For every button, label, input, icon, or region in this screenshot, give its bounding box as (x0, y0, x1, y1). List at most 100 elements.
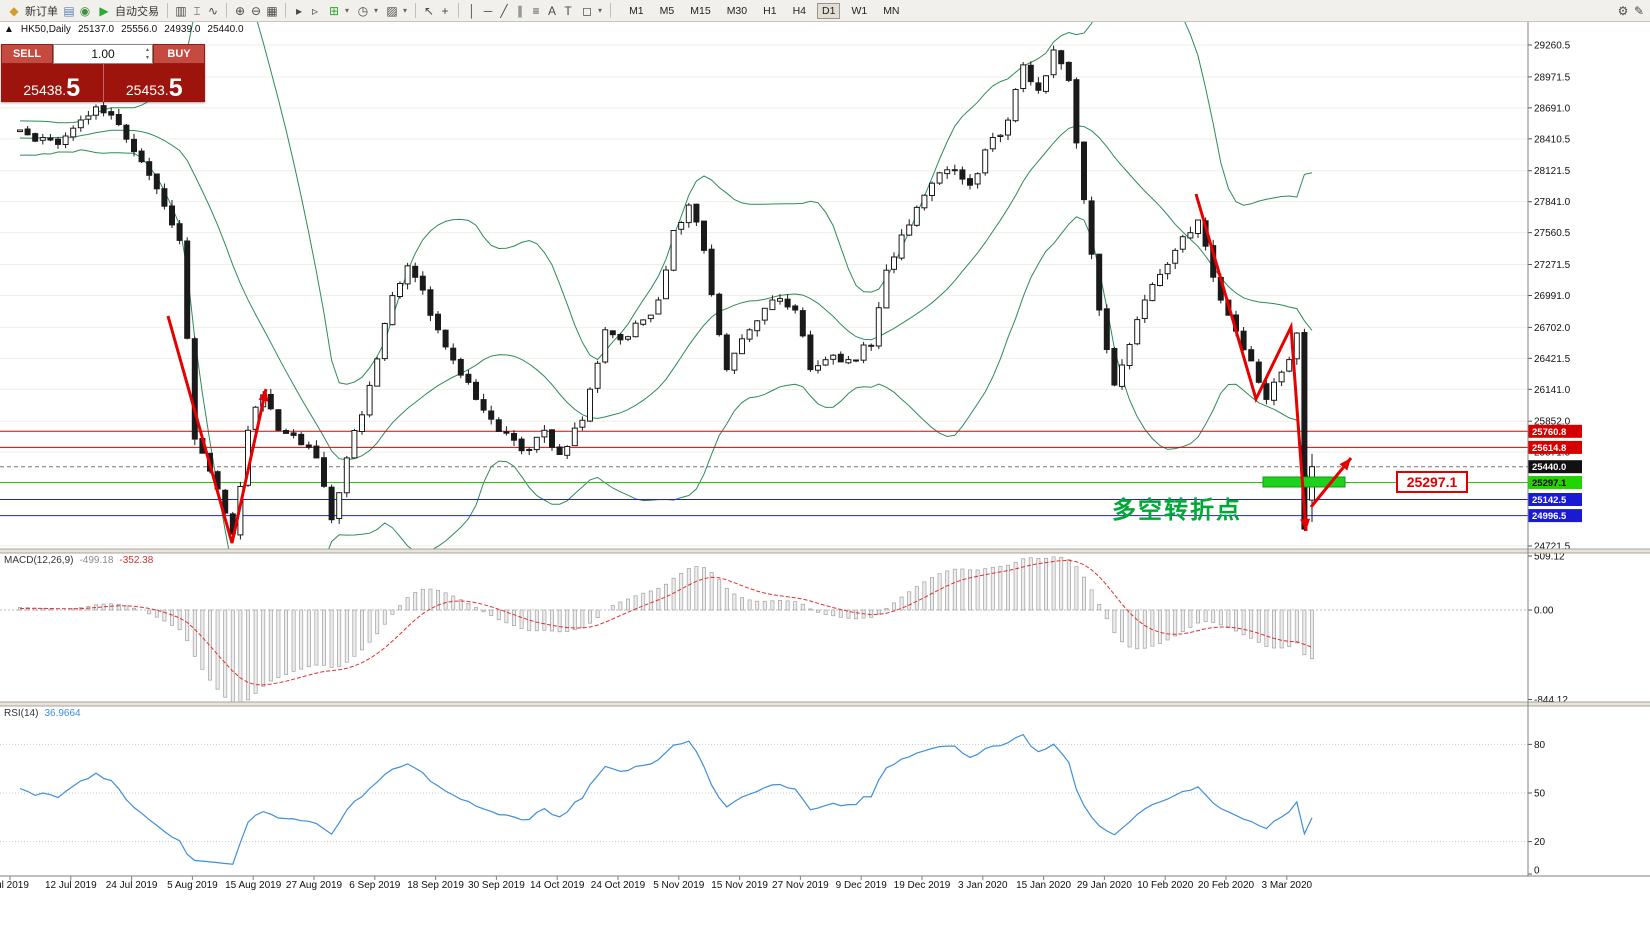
chart-shift-icon[interactable]: ▹ (311, 3, 319, 18)
trendline-tool-icon[interactable]: ╱ (500, 3, 508, 18)
buy-price-pip: 5 (168, 73, 183, 102)
macd-histogram-bar (595, 609, 600, 618)
price-axis-label: 24721.5 (1534, 542, 1571, 553)
trend-arrow-head (1300, 518, 1311, 531)
volume-down-button[interactable]: ▼ (145, 55, 150, 61)
macd-histogram-bar (1013, 561, 1018, 611)
fibonacci-tool-icon[interactable]: ≡ (532, 3, 540, 18)
macd-histogram-bar (132, 607, 136, 611)
toolbar-separator (415, 3, 417, 18)
macd-histogram-bar (413, 591, 418, 611)
macd-histogram-bar (679, 572, 684, 611)
bull-bear-turning-point-note[interactable]: 多空转折点 (1112, 497, 1242, 524)
timeframe-button-d1[interactable]: D1 (817, 2, 841, 19)
new-order-button[interactable]: ◆ 新订单 (3, 2, 61, 20)
panel-divider[interactable] (0, 549, 1650, 553)
trend-arrow[interactable] (1194, 193, 1308, 532)
crosshair-icon[interactable]: + (441, 3, 449, 18)
macd-histogram-bar (565, 609, 570, 632)
timeframe-button-m30[interactable]: M30 (726, 4, 748, 17)
macd-histogram-bar (1021, 558, 1026, 611)
periods-button[interactable]: ◷ ▾ (352, 2, 381, 20)
macd-histogram-bar (1234, 609, 1238, 632)
macd-histogram-bar (1173, 609, 1178, 637)
macd-histogram-bar (831, 609, 836, 617)
sell-button[interactable]: SELL (1, 44, 53, 64)
line-chart-icon[interactable]: ∿ (207, 3, 219, 18)
candlestick-chart-icon[interactable]: ⌶ (193, 3, 201, 18)
macd-histogram-bar (740, 597, 744, 611)
panel-divider[interactable] (0, 702, 1650, 706)
macd-histogram-bar (1051, 556, 1056, 611)
time-axis[interactable]: Jul 2019 12 Jul 2019 24 Jul 2019 5 Aug 2019… (0, 880, 1650, 896)
channel-tool-icon[interactable]: ∥ (517, 3, 524, 18)
shapes-button[interactable]: ◻ ▾ (576, 2, 605, 20)
macd-histogram-bar (557, 609, 562, 633)
macd-histogram-bar (869, 609, 874, 618)
toolbar-separator (226, 3, 227, 18)
macd-histogram-bar (778, 600, 782, 611)
timeframe-button-mn[interactable]: MN (883, 4, 900, 17)
horizontal-line-tool-icon[interactable]: ─ (483, 3, 493, 18)
price-axis-label: 26141.0 (1534, 385, 1571, 396)
macd-histogram-bar (192, 609, 197, 657)
bar-chart-icon[interactable]: ▥ (175, 3, 187, 18)
price-axis-label: 28121.5 (1534, 166, 1571, 177)
chart-window-icon[interactable]: ▤ (63, 3, 75, 18)
template-icon: ▨ (386, 3, 398, 18)
market-watch-icon[interactable]: ◉ (79, 3, 91, 18)
timeframe-button-h4[interactable]: H4 (792, 4, 806, 17)
macd-histogram-bar (223, 609, 228, 698)
macd-histogram-bar (185, 609, 190, 641)
candlestick-series (17, 45, 1315, 540)
rsi-value: 36.9664 (44, 708, 81, 719)
macd-histogram-bar (747, 599, 752, 611)
macd-histogram-bar (360, 609, 364, 651)
one-click-trading-panel[interactable]: SELL 1.00 ▲ ▼ BUY 25438. 5 25453. 5 (1, 44, 205, 102)
zoom-in-button[interactable]: ⊕ (234, 3, 246, 18)
macd-histogram-bar (215, 609, 220, 690)
label-tool-icon[interactable]: T (564, 3, 572, 18)
gear-icon[interactable]: ⚙ (1617, 3, 1629, 18)
tile-windows-icon[interactable]: ▦ (266, 3, 278, 18)
macd-histogram-bar (504, 609, 509, 624)
volume-input[interactable]: 1.00 ▲ ▼ (53, 44, 153, 64)
macd-histogram-bar (960, 568, 965, 611)
price-tag-text: 25614.8 (1532, 443, 1566, 454)
time-axis-label: 30 Sep 2019 (468, 880, 525, 891)
macd-histogram-bar (937, 573, 942, 611)
price-axis-label: 26991.0 (1534, 291, 1571, 302)
time-axis-label: 27 Aug 2019 (285, 880, 343, 891)
timeframe-button-w1[interactable]: W1 (851, 4, 868, 17)
buy-price[interactable]: 25453. 5 (102, 64, 206, 102)
macd-histogram-bar (420, 588, 425, 611)
buy-button[interactable]: BUY (153, 44, 205, 64)
new-chart-button[interactable]: ⊞ ▾ (323, 2, 352, 20)
macd-histogram-bar (382, 609, 387, 625)
timeframe-button-m1[interactable]: M1 (629, 4, 644, 17)
macd-histogram-bar (344, 609, 349, 663)
autotrading-button[interactable]: ▶ 自动交易 (93, 2, 162, 20)
price-axis-label: 26702.0 (1534, 323, 1571, 334)
timeframe-button-h1[interactable]: H1 (763, 4, 777, 17)
timeframe-button-m5[interactable]: M5 (659, 4, 675, 17)
auto-scroll-icon[interactable]: ▸ (295, 3, 303, 18)
price-callout-label[interactable]: 25297.1 (1396, 471, 1468, 493)
volume-up-button[interactable]: ▲ (145, 47, 150, 53)
vertical-line-tool-icon[interactable]: │ (468, 3, 476, 18)
sell-price[interactable]: 25438. 5 (1, 64, 103, 102)
templates-button[interactable]: ▨ ▾ (381, 2, 410, 20)
macd-histogram-bar (671, 577, 676, 611)
text-tool-icon[interactable]: A (548, 3, 557, 18)
pencil-icon[interactable]: ✎ (1633, 3, 1645, 18)
macd-histogram-bar (367, 609, 372, 643)
macd-histogram-bar (40, 608, 45, 611)
time-axis-label: 12 Jul 2019 (44, 880, 97, 891)
timeframe-button-m15[interactable]: M15 (690, 4, 711, 17)
symbol-marker-icon: ▲ (4, 24, 14, 35)
macd-histogram-bar (154, 609, 159, 618)
zoom-out-button[interactable]: ⊖ (250, 3, 262, 18)
trend-arrow[interactable] (166, 315, 268, 544)
cursor-icon[interactable]: ↖ (424, 3, 435, 18)
